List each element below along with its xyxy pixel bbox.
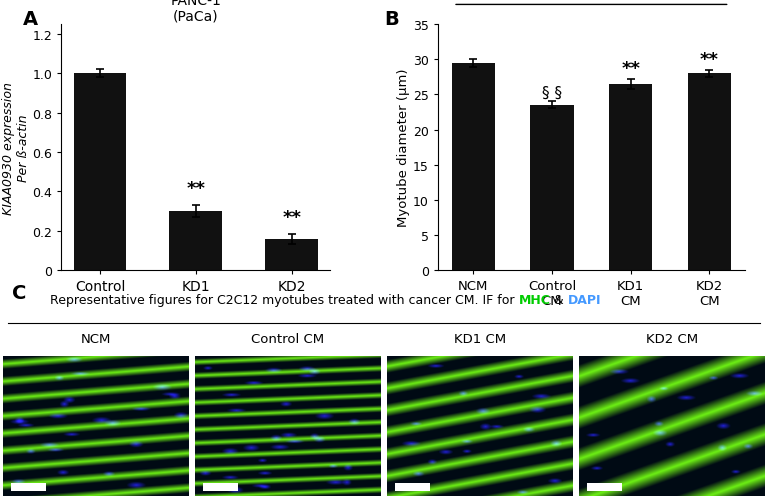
Text: NCM: NCM [81,332,111,345]
Text: Control CM: Control CM [251,332,325,345]
Bar [170,211,222,271]
Bar [587,482,622,491]
Text: **: ** [187,180,205,198]
Bar [395,482,430,491]
Bar [265,239,318,271]
Bar [11,482,46,491]
Text: KD2 CM: KD2 CM [646,332,698,345]
Bar [687,74,731,271]
Bar [531,106,574,271]
Text: **: ** [700,51,719,69]
Bar [452,64,495,271]
Text: B: B [384,10,399,29]
Text: Representative figures for C2C12 myotubes treated with cancer CM. IF for: Representative figures for C2C12 myotube… [50,293,518,306]
Y-axis label: Myotube diameter (μm): Myotube diameter (μm) [397,69,410,227]
Bar [203,482,238,491]
Text: DAPI: DAPI [568,293,601,306]
Text: § §: § § [542,85,562,100]
Text: MHC: MHC [518,293,551,306]
Text: &: & [551,293,568,306]
Text: KD1 CM: KD1 CM [454,332,506,345]
Y-axis label: KIAA0930 expression
Per ß-actin: KIAA0930 expression Per ß-actin [2,82,30,214]
Text: **: ** [621,60,641,78]
Text: A: A [23,10,38,29]
Bar [609,85,652,271]
Title: PANC-1
(PaCa): PANC-1 (PaCa) [170,0,221,24]
Text: C: C [12,283,26,302]
Text: **: ** [282,208,301,226]
Bar [74,74,127,271]
